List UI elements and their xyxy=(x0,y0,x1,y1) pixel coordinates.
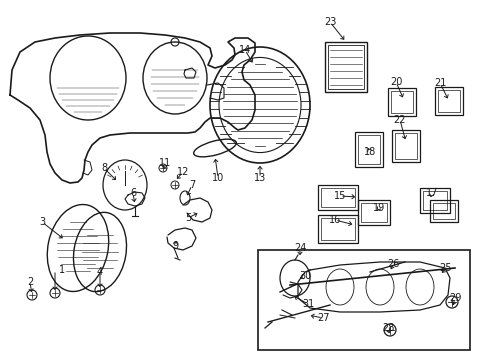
Bar xyxy=(432,203,454,219)
Bar xyxy=(258,250,469,350)
Bar xyxy=(419,188,449,213)
Bar xyxy=(429,200,457,222)
Bar xyxy=(320,188,354,207)
Bar xyxy=(320,218,354,240)
Text: 21: 21 xyxy=(433,78,445,88)
Text: 13: 13 xyxy=(253,173,265,183)
Text: 25: 25 xyxy=(439,263,451,273)
Text: 1: 1 xyxy=(59,265,65,275)
Text: 19: 19 xyxy=(372,203,385,213)
Text: 20: 20 xyxy=(389,77,401,87)
Bar xyxy=(317,185,357,210)
Text: 5: 5 xyxy=(184,213,191,223)
Text: 15: 15 xyxy=(333,191,346,201)
Text: 18: 18 xyxy=(363,147,375,157)
Text: 29: 29 xyxy=(448,293,460,303)
Text: 8: 8 xyxy=(101,163,107,173)
Bar xyxy=(317,215,357,243)
Text: 16: 16 xyxy=(328,215,341,225)
Bar xyxy=(357,135,379,164)
Bar xyxy=(325,42,366,92)
Bar xyxy=(357,200,389,225)
Bar xyxy=(422,191,446,210)
Bar xyxy=(354,132,382,167)
Text: 17: 17 xyxy=(425,188,437,198)
Text: 30: 30 xyxy=(298,271,310,281)
Text: 2: 2 xyxy=(27,277,33,287)
Bar xyxy=(434,87,462,115)
Text: 23: 23 xyxy=(323,17,336,27)
Text: 24: 24 xyxy=(293,243,305,253)
Bar xyxy=(387,88,415,116)
Text: 6: 6 xyxy=(130,188,136,198)
Text: 22: 22 xyxy=(393,115,406,125)
Text: 28: 28 xyxy=(381,323,393,333)
Bar xyxy=(390,91,412,113)
Text: 10: 10 xyxy=(211,173,224,183)
Text: 12: 12 xyxy=(177,167,189,177)
Text: 14: 14 xyxy=(238,45,251,55)
Bar xyxy=(437,90,459,112)
Bar xyxy=(327,45,363,89)
Bar xyxy=(394,133,416,159)
Text: 9: 9 xyxy=(172,241,178,251)
Text: 26: 26 xyxy=(386,259,398,269)
Text: 7: 7 xyxy=(188,180,195,190)
Text: 4: 4 xyxy=(97,267,103,277)
Bar xyxy=(391,130,419,162)
Bar xyxy=(360,203,386,222)
Text: 27: 27 xyxy=(316,313,328,323)
Text: 31: 31 xyxy=(301,299,313,309)
Text: 11: 11 xyxy=(159,158,171,168)
Text: 3: 3 xyxy=(39,217,45,227)
